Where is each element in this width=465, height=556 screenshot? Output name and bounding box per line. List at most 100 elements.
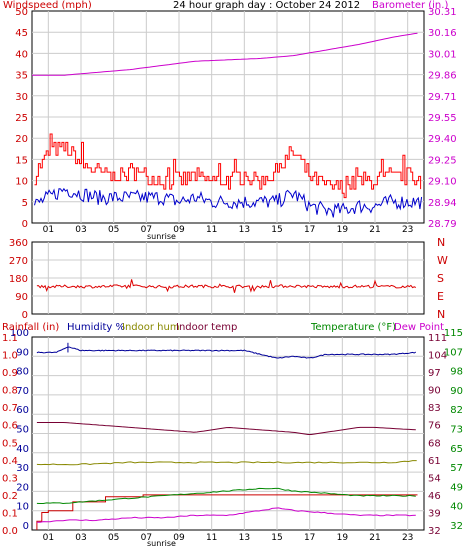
x-tick-label: 19: [337, 533, 349, 543]
x-tick-label: 21: [369, 225, 380, 235]
humidity-tick-label: 20: [16, 482, 29, 493]
y-left-tick-label: 35: [15, 71, 28, 82]
rainfall-tick-label: 0.5: [2, 438, 18, 449]
legend-humidity: Humidity %: [67, 322, 125, 333]
rainfall-tick-labels: 0.0 0.1 0.2 0.3 0.4 0.5 0.6 0.7 0.8 0.9 1.0 1.1: [2, 333, 18, 537]
x-tick-label: 15: [271, 225, 282, 235]
y-left-tick-label: 50: [15, 7, 28, 18]
temp-tick-label: 32: [428, 526, 441, 537]
x-tick-label: 07: [141, 533, 152, 543]
y-right-tick-label: 28.79: [428, 219, 457, 230]
x-tick-label: 05: [108, 533, 119, 543]
y-right-tick-label: 30.31: [428, 7, 457, 18]
x-tick-label: 01: [43, 225, 54, 235]
x-tick-label: 09: [173, 533, 185, 543]
temp-tick-label: 83: [428, 403, 441, 414]
legend-rainfall: Rainfall (in): [2, 322, 59, 333]
temp-tick-label: 97: [428, 368, 441, 379]
temp-tick-label: 40: [450, 502, 463, 513]
temp-tick-label: 104: [428, 351, 447, 362]
rainfall-tick-label: 1.1: [2, 333, 18, 344]
x-tick-labels: 01 03 05 07 09 11 13 15 17 19 21 23: [43, 533, 414, 543]
y-left-tick-label: 5: [22, 198, 28, 209]
x-tick-label: 23: [402, 533, 413, 543]
x-tick-labels: 01 03 05 07 09 11 13 15 17 19 21 23: [43, 225, 414, 235]
compass-tick-label: E: [437, 290, 444, 303]
y-right-tick-label: 29.25: [428, 155, 457, 166]
y-left-tick-label: 15: [15, 155, 28, 166]
y-right-tick-label: 30.01: [428, 49, 457, 60]
temp-tick-label: 46: [428, 491, 441, 502]
x-sub-label: sunrise: [147, 539, 176, 548]
rainfall-tick-label: 0.7: [2, 403, 18, 414]
y-left-tick-label: 0: [22, 219, 28, 230]
y-left-tick-label: 25: [15, 113, 28, 124]
temp-tick-label: 49: [450, 482, 463, 493]
x-tick-label: 03: [75, 225, 86, 235]
chart-title: 24 hour graph day : October 24 2012: [173, 0, 360, 11]
legend-indoor-temp: Indoor temp: [176, 322, 237, 333]
humidity-tick-label: 60: [16, 405, 29, 416]
humidity-tick-label: 80: [16, 367, 29, 378]
x-tick-label: 17: [304, 225, 315, 235]
humidity-tick-label: 70: [16, 386, 29, 397]
y-right-tick-label: 29.40: [428, 134, 457, 145]
y-right-tick-label: 29.86: [428, 71, 457, 82]
temp-tick-label: 90: [428, 386, 441, 397]
x-tick-label: 15: [271, 533, 282, 543]
x-tick-label: 19: [337, 225, 349, 235]
rainfall-tick-label: 0.6: [2, 421, 18, 432]
y-left-tick-label: 10: [15, 177, 28, 188]
compass-tick-label: N: [437, 236, 445, 249]
humidity-tick-label: 90: [16, 347, 29, 358]
compass-tick-label: N: [437, 308, 445, 321]
windspeed-line: [34, 133, 422, 199]
y-right-tick-label: 30.16: [428, 28, 457, 39]
x-tick-label: 03: [75, 533, 86, 543]
humidity-tick-label: 50: [16, 425, 29, 436]
series-lines: [36, 342, 418, 530]
right-tick-labels: 28.79 28.94 29.10 29.25 29.40 29.55 29.71 29.86…: [428, 7, 457, 230]
rainfall-tick-label: 0.8: [2, 386, 18, 397]
humidity-tick-label: 30: [16, 463, 29, 474]
compass-tick-label: S: [437, 272, 444, 285]
dew-point-line: [36, 507, 416, 523]
humidity-tick-labels: 0 10 20 30 40 50 60 70 80 90 100: [10, 328, 29, 532]
temp-tick-label: 32: [450, 521, 463, 532]
y-left-tick-label: 90: [15, 292, 28, 303]
legend-indoor-hum: Indoor hum: [122, 322, 180, 333]
humidity-tick-label: 40: [16, 444, 29, 455]
rain-humidity-temp-panel: 0.00.10.20.30.40.50.60.70.80.91.01.1 010…: [2, 322, 463, 548]
temp-tick-label: 57: [450, 463, 463, 474]
x-tick-label: 13: [239, 533, 250, 543]
temp-tick-label: 68: [428, 438, 441, 449]
y-left-tick-label: 30: [15, 92, 28, 103]
temp-tick-label: 39: [428, 508, 441, 519]
humidity-tick-label: 0: [23, 521, 29, 532]
y-left-tick-label: 0: [22, 310, 28, 321]
y-right-tick-label: 28.94: [428, 198, 457, 209]
y-left-tick-label: 40: [15, 49, 28, 60]
x-tick-label: 11: [206, 225, 217, 235]
x-tick-label: 21: [369, 533, 380, 543]
grid-lines: [32, 242, 424, 314]
x-tick-label: 11: [206, 533, 217, 543]
temp-tick-label: 65: [450, 444, 463, 455]
temp-tick-label: 98: [450, 367, 463, 378]
compass-tick-label: W: [437, 254, 448, 267]
temp-inner-tick-labels: 32 39 46 54 61 68 76 83 90 97 104 111: [428, 333, 447, 537]
barometer-line: [32, 32, 418, 76]
temp-tick-label: 61: [428, 456, 441, 467]
rainfall-tick-label: 0.9: [2, 368, 18, 379]
rainfall-tick-label: 0.2: [2, 491, 18, 502]
humidity-tick-label: 100: [10, 328, 29, 339]
rainfall-line: [36, 494, 418, 530]
temp-tick-label: 82: [450, 405, 463, 416]
temp-tick-label: 54: [428, 473, 441, 484]
temp-outer-tick-labels: 32 40 49 57 65 73 82 90 98 107 115: [444, 328, 463, 532]
y-left-label: Windspeed (mph): [3, 0, 92, 11]
wind-average-line: [34, 187, 423, 218]
humidity-tick-label: 10: [16, 502, 29, 513]
x-tick-label: 17: [304, 533, 315, 543]
